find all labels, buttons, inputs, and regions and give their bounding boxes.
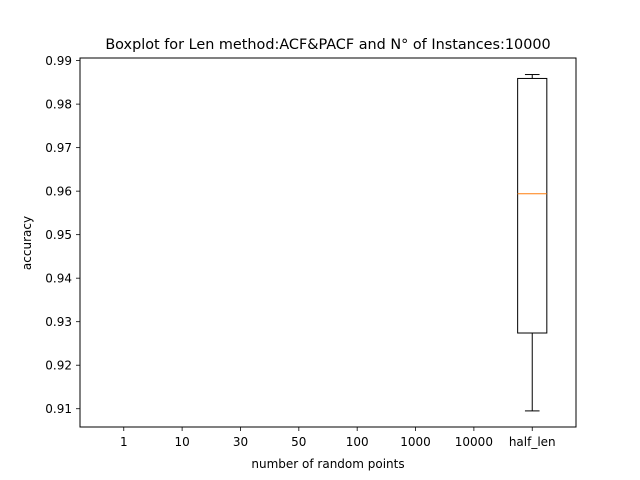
y-tick-label: 0.96 bbox=[45, 185, 72, 199]
plot-area-frame bbox=[79, 57, 577, 428]
x-tick-label: half_len bbox=[509, 435, 556, 449]
x-tick-label: 100 bbox=[346, 435, 369, 449]
y-axis-ticks: 0.91 0.92 0.93 0.94 0.95 0.96 0.97 0.98 0.99 bbox=[45, 54, 80, 416]
x-tick-label: 50 bbox=[291, 435, 306, 449]
boxes-layer bbox=[517, 74, 548, 412]
y-tick-label: 0.98 bbox=[45, 98, 72, 112]
y-tick-label: 0.92 bbox=[45, 359, 72, 373]
y-tick-label: 0.91 bbox=[45, 402, 72, 416]
x-tick-label: 1000 bbox=[400, 435, 431, 449]
y-axis-label: accuracy bbox=[20, 216, 34, 270]
chart-title: Boxplot for Len method:ACF&PACF and N° o… bbox=[105, 37, 550, 53]
y-tick-label: 0.95 bbox=[45, 228, 72, 242]
x-axis-ticks: 1 10 30 50 100 1000 10000 half_len bbox=[120, 427, 556, 449]
x-axis-label: number of random points bbox=[251, 457, 404, 471]
box-group bbox=[517, 74, 548, 412]
y-tick-label: 0.93 bbox=[45, 315, 72, 329]
x-tick-label: 10000 bbox=[455, 435, 493, 449]
y-tick-label: 0.97 bbox=[45, 141, 72, 155]
y-tick-label: 0.94 bbox=[45, 272, 72, 286]
iqr-box bbox=[517, 77, 548, 334]
x-tick-label: 30 bbox=[233, 435, 248, 449]
x-tick-label: 10 bbox=[174, 435, 189, 449]
y-tick-label: 0.99 bbox=[45, 54, 72, 68]
x-tick-label: 1 bbox=[120, 435, 128, 449]
